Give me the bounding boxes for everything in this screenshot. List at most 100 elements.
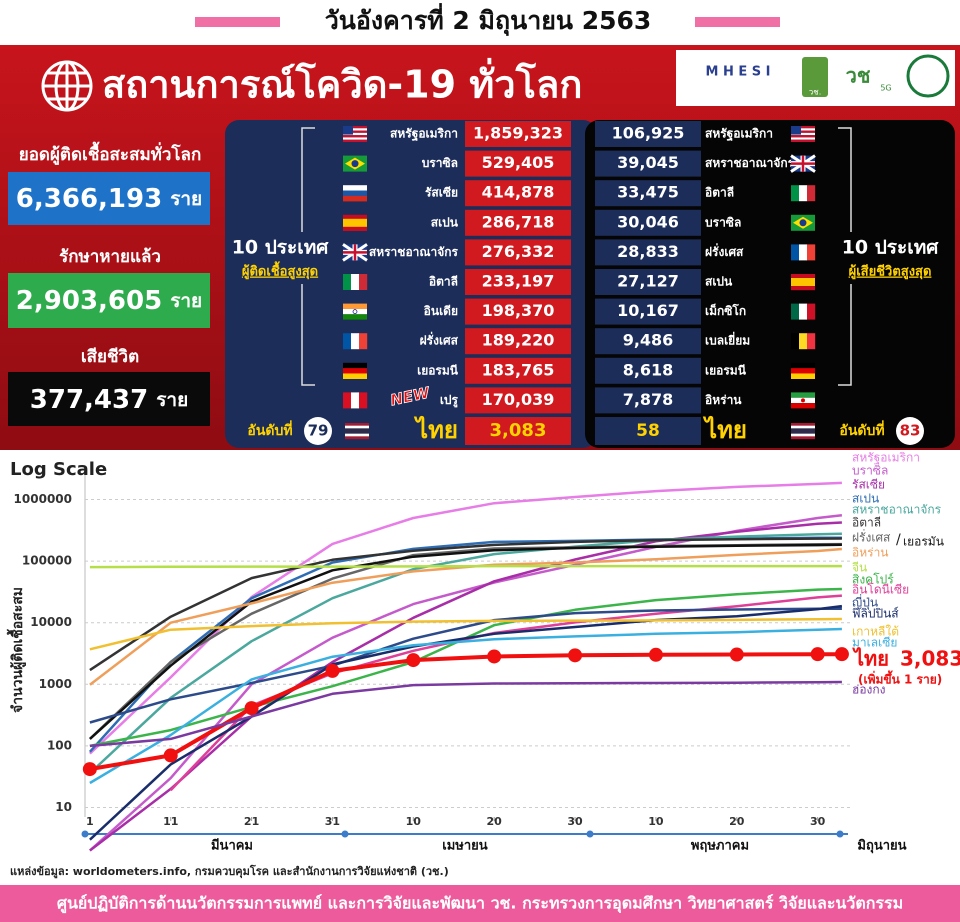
- month-label: มิถุนายน: [857, 839, 906, 854]
- stat-label: เสียชีวิต: [81, 346, 139, 367]
- table-subheading: ผู้ติดเชื้อสูงสุด: [242, 261, 318, 280]
- death-count: 8,618: [623, 360, 674, 379]
- country-name: เปรู: [440, 393, 459, 408]
- death-count: 33,475: [617, 183, 679, 202]
- flag-part: [359, 392, 368, 409]
- value-box: [595, 298, 701, 325]
- flag-part: [352, 309, 358, 314]
- flag-part: [791, 433, 815, 437]
- series-point: [648, 647, 663, 662]
- flag-part: [799, 333, 808, 350]
- flag-part: [343, 373, 367, 379]
- legend-label: ฟิลิปปินส์: [852, 607, 899, 621]
- stat-box: [8, 273, 210, 328]
- flag: [343, 274, 368, 290]
- legend-label: อินโดนีเซีย: [852, 583, 909, 597]
- footer-text: ศูนย์ปฏิบัติการด้านนวัตกรรมการแพทย์ และก…: [57, 894, 903, 915]
- flag-part: [791, 431, 815, 434]
- logo-text: วช.: [809, 88, 821, 97]
- stat-unit: ราย: [170, 290, 202, 312]
- logo-text: 5G: [880, 84, 891, 93]
- legend-label: สหราชอาณาจักร: [852, 503, 942, 517]
- x-tick-label: 10: [406, 815, 422, 828]
- stat-number: 377,437: [30, 385, 148, 415]
- flag: [343, 155, 367, 172]
- month-label: มีนาคม: [211, 838, 253, 854]
- flag-part: [791, 428, 815, 432]
- flag-part: [351, 160, 359, 168]
- y-tick-label: 100000: [22, 554, 72, 568]
- logo-text: วช: [846, 64, 871, 88]
- flag-part: [345, 436, 369, 440]
- case-count: 233,197: [482, 272, 555, 291]
- flag-part: [343, 392, 352, 409]
- deco-bar: [195, 17, 280, 27]
- flag: [791, 423, 815, 440]
- flag: [791, 214, 815, 231]
- annotation: (เพิ่มขึ้น 1 ราย): [858, 670, 942, 687]
- legend-label: จีน: [852, 561, 867, 575]
- bracket-gap: [238, 232, 324, 284]
- flag-part: [791, 126, 815, 129]
- x-tick-label: 11: [163, 815, 178, 828]
- flag-part: [343, 195, 367, 202]
- stat-box: [8, 372, 210, 426]
- logo-mark: [906, 54, 950, 98]
- death-count: 9,486: [623, 331, 674, 350]
- case-count: 183,765: [482, 360, 555, 379]
- value-box: [465, 269, 571, 295]
- flag-part: [343, 128, 367, 131]
- flag-part: [791, 137, 815, 140]
- flag-part: [799, 244, 808, 261]
- logo-mark: [802, 57, 828, 97]
- series-line: [89, 532, 842, 775]
- flag: [343, 126, 367, 142]
- flag-part: [343, 126, 353, 135]
- stat-number: 2,903,605: [16, 286, 162, 316]
- legend-label: เกาหลีใต้: [852, 625, 899, 639]
- series-line: [89, 564, 842, 569]
- flag-part: [791, 278, 815, 283]
- flag-part: [791, 130, 815, 133]
- timeline-dot: [341, 830, 349, 838]
- flag-part: [791, 368, 815, 374]
- flag-part: [343, 303, 367, 309]
- flag: [343, 214, 367, 231]
- flag-part: [343, 226, 367, 231]
- value-box: [465, 417, 571, 445]
- legend-label: ไทย: [852, 647, 889, 671]
- flag-part: [801, 398, 805, 403]
- flag: [791, 274, 815, 291]
- globe-icon: [41, 60, 93, 112]
- flag-part: [799, 303, 808, 320]
- value-box: [465, 387, 571, 414]
- flag-part: [791, 392, 815, 398]
- flag: [791, 333, 816, 350]
- flag-part: [791, 185, 800, 202]
- flag-part: [791, 423, 815, 426]
- flag-part: [791, 425, 815, 429]
- country-name: เบลเยี่ยม: [705, 332, 750, 348]
- flag-part: [791, 286, 815, 291]
- value-box: [465, 150, 571, 177]
- death-count: 39,045: [617, 153, 679, 172]
- series-point: [568, 648, 583, 663]
- flag: [791, 362, 815, 379]
- country-name: สหราชอาณาจักร: [705, 156, 795, 170]
- death-count: 27,127: [617, 272, 679, 291]
- country-name: อิตาลี: [705, 186, 734, 200]
- case-count: 1,859,323: [473, 124, 563, 143]
- country-name: สเปน: [431, 215, 459, 229]
- source: แหล่งข้อมูล: worldometers.info, กรมควบคุ…: [10, 864, 449, 879]
- y-tick-label: 10: [55, 800, 72, 814]
- flag: [343, 333, 368, 350]
- country-name: สหราชอาณาจักร: [369, 245, 459, 259]
- country-name: อินเดีย: [424, 304, 458, 318]
- flag: [791, 392, 815, 409]
- y-tick-label: 100: [47, 738, 72, 752]
- date: วันอังคารที่ 2 มิถุนายน 2563: [325, 3, 652, 37]
- legend-label: สหรัฐอเมริกา: [852, 451, 920, 465]
- series-point: [244, 701, 259, 716]
